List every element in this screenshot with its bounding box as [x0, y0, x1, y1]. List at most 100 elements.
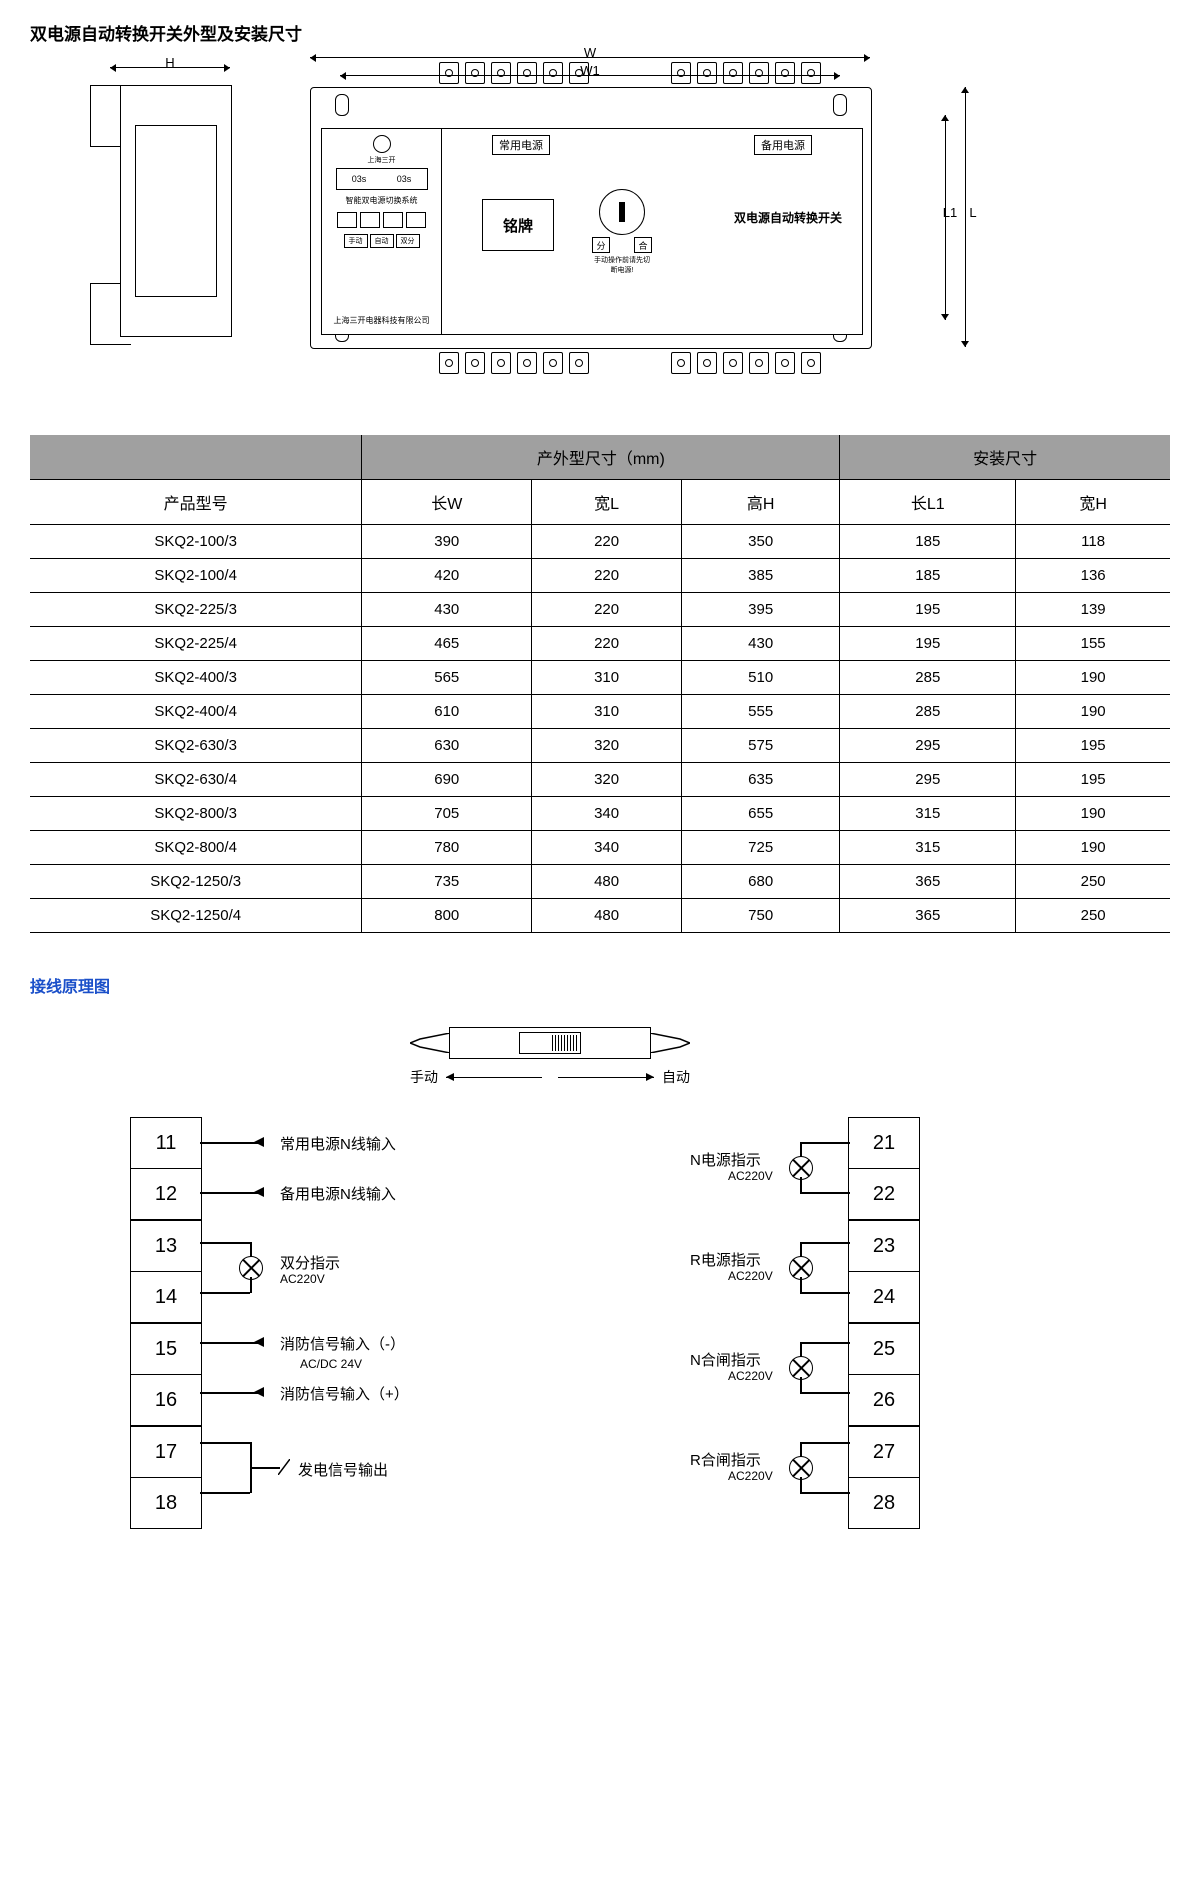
terminal-icon	[465, 62, 485, 84]
terminal-cell: 24	[849, 1272, 919, 1324]
lamp-icon	[789, 1256, 813, 1280]
lamp-icon	[239, 1256, 263, 1280]
terminal-cell: 27	[849, 1427, 919, 1478]
table-cell: SKQ2-225/4	[30, 627, 362, 661]
mode-btn-auto: 自动	[370, 234, 394, 248]
table-cell: 480	[532, 865, 682, 899]
indicator-icon	[383, 212, 403, 228]
logo-icon	[373, 135, 391, 153]
table-cell: SKQ2-400/3	[30, 661, 362, 695]
table-cell: 320	[532, 729, 682, 763]
table-cell: 195	[1016, 729, 1170, 763]
terminal-cell: 22	[849, 1169, 919, 1221]
label-r23-24: R电源指示	[690, 1249, 761, 1270]
table-cell: 465	[362, 627, 532, 661]
arrow-icon	[254, 1337, 264, 1347]
dimensions-table: 产外型尺寸（mm) 安装尺寸 产品型号 长W 宽L 高H 长L1 宽H SKQ2…	[30, 435, 1170, 933]
timer1: 03s	[352, 174, 367, 184]
table-cell: 690	[362, 763, 532, 797]
table-cell: 320	[532, 763, 682, 797]
auto-label: 自动	[662, 1067, 690, 1087]
mode-btn-split: 双分	[396, 234, 420, 248]
rotary-selector: 分 合 手动操作前请先切断电源!	[592, 189, 652, 249]
table-row: SKQ2-225/3430220395195139	[30, 593, 1170, 627]
table-cell: 285	[840, 661, 1016, 695]
wire	[200, 1292, 250, 1294]
power-labels: 常用电源 备用电源	[462, 135, 852, 155]
th-h2: 宽H	[1016, 480, 1170, 525]
dim-line-w	[310, 57, 870, 58]
table-cell: 680	[681, 865, 839, 899]
label-l15-16-sub: AC/DC 24V	[300, 1357, 362, 1371]
timer2: 03s	[397, 174, 412, 184]
terminal-cell: 13	[131, 1221, 201, 1272]
table-cell: SKQ2-630/4	[30, 763, 362, 797]
table-cell: 395	[681, 593, 839, 627]
wire	[800, 1342, 802, 1357]
terminal-icon	[491, 352, 511, 374]
terminal-cell: 18	[131, 1478, 201, 1528]
table-cell: 220	[532, 559, 682, 593]
wire	[800, 1142, 802, 1157]
terminal-cell: 21	[849, 1118, 919, 1169]
terminal-block-right: 2122232425262728	[848, 1117, 920, 1529]
label-l13-14-sub: AC220V	[280, 1272, 325, 1286]
wire	[800, 1242, 850, 1244]
lamp-icon	[789, 1456, 813, 1480]
terminal-icon	[723, 62, 743, 84]
wire	[800, 1442, 850, 1444]
table-cell: 220	[532, 593, 682, 627]
terminal-icon	[517, 62, 537, 84]
wire	[200, 1342, 260, 1344]
table-cell: 139	[1016, 593, 1170, 627]
th-l1: 长L1	[840, 480, 1016, 525]
terminal-icon	[801, 62, 821, 84]
terminal-icon	[671, 352, 691, 374]
side-inner	[135, 125, 217, 297]
table-cell: 155	[1016, 627, 1170, 661]
terminal-cell: 15	[131, 1324, 201, 1375]
mount-hole-icon	[833, 94, 847, 116]
nameplate: 铭牌	[482, 199, 554, 251]
company-label: 上海三开电器科技有限公司	[334, 315, 430, 330]
table-cell: 365	[840, 899, 1016, 933]
table-cell: SKQ2-400/4	[30, 695, 362, 729]
table-cell: 365	[840, 865, 1016, 899]
front-inner-body: 上海三开 03s 03s 智能双电源切换系统 手动 自动	[321, 128, 863, 335]
terminal-cell: 14	[131, 1272, 201, 1324]
table-cell: 195	[840, 593, 1016, 627]
switch-body	[449, 1027, 651, 1059]
wire	[800, 1492, 850, 1494]
wire	[800, 1392, 850, 1394]
table-cell: 735	[362, 865, 532, 899]
switch-title: 双电源自动转换开关	[734, 209, 842, 226]
label-l17-18: 发电信号输出	[298, 1459, 388, 1480]
terminal-row-top	[439, 62, 821, 84]
terminal-icon	[465, 352, 485, 374]
lamp-icon	[789, 1156, 813, 1180]
table-cell: SKQ2-800/4	[30, 831, 362, 865]
terminal-icon	[671, 62, 691, 84]
lamp-icon	[789, 1356, 813, 1380]
terminal-icon	[749, 62, 769, 84]
table-cell: 136	[1016, 559, 1170, 593]
page-title: 双电源自动转换开关外型及安装尺寸	[30, 20, 1170, 45]
th-model: 产品型号	[30, 480, 362, 525]
th-blank	[30, 435, 362, 480]
wire	[800, 1192, 850, 1194]
table-cell: SKQ2-225/3	[30, 593, 362, 627]
table-cell: SKQ2-800/3	[30, 797, 362, 831]
wire	[200, 1142, 260, 1144]
section-wiring-title: 接线原理图	[30, 973, 1170, 997]
wire	[800, 1442, 802, 1457]
terminal-row-bottom	[439, 352, 821, 374]
terminal-cell: 28	[849, 1478, 919, 1528]
terminal-icon	[491, 62, 511, 84]
label-l11: 常用电源N线输入	[280, 1133, 396, 1154]
dim-label-l1: L1	[942, 205, 958, 410]
arrow-icon	[254, 1137, 264, 1147]
label-l16: 消防信号输入（+）	[280, 1383, 409, 1404]
terminal-cell: 17	[131, 1427, 201, 1478]
label-r23-24-sub: AC220V	[728, 1269, 773, 1283]
label-r25-26-sub: AC220V	[728, 1369, 773, 1383]
